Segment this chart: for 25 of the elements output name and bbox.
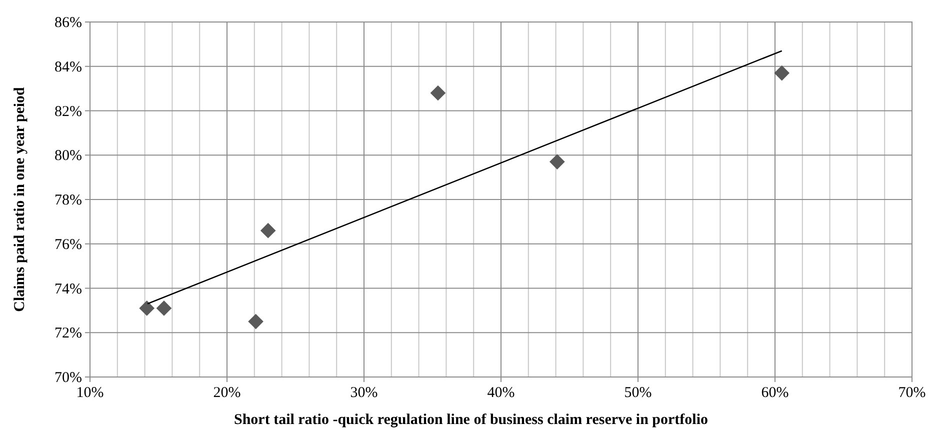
point xyxy=(139,300,155,316)
point xyxy=(430,85,446,101)
y-tick-label: 80% xyxy=(54,148,82,164)
y-tick-label: 86% xyxy=(54,15,82,31)
x-tick-label: 30% xyxy=(350,385,378,401)
point xyxy=(248,314,264,330)
x-tick-label: 40% xyxy=(487,385,515,401)
x-axis-title: Short tail ratio -quick regulation line of business claim reserve in portfolio xyxy=(234,412,708,428)
y-tick-label: 74% xyxy=(54,281,82,298)
y-tick-label: 72% xyxy=(54,326,82,342)
y-axis-title: Claims paid ratio in one year peiod xyxy=(12,86,28,312)
point xyxy=(260,222,276,238)
x-tick-label: 10% xyxy=(76,385,104,401)
y-tick-label: 82% xyxy=(54,104,82,120)
y-tick-label: 70% xyxy=(54,370,82,386)
x-tick-label: 70% xyxy=(898,385,926,401)
y-tick-label: 84% xyxy=(54,59,82,76)
x-tick-label: 20% xyxy=(213,385,241,401)
point xyxy=(774,65,790,81)
point xyxy=(550,154,565,170)
y-tick-label: 76% xyxy=(54,236,82,253)
x-tick-label: 50% xyxy=(624,385,652,401)
point xyxy=(156,300,172,316)
x-tick-label: 60% xyxy=(761,385,789,401)
y-tick-label: 78% xyxy=(54,192,82,208)
